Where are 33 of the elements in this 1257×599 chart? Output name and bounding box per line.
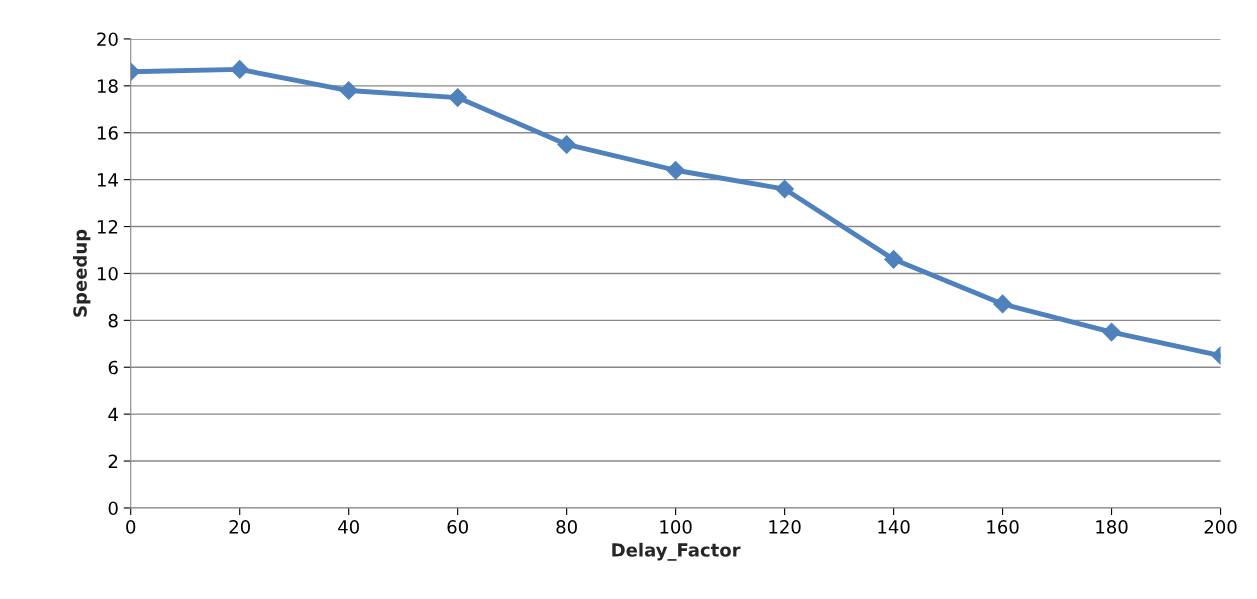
point <box>1102 322 1121 342</box>
y-tick-label: 12 <box>97 220 118 234</box>
y-tick-label: 16 <box>97 126 118 140</box>
x-tick-label: 200 <box>1204 520 1237 534</box>
point <box>557 135 577 154</box>
x-tick-label: 0 <box>126 520 136 534</box>
y-tick-label: 14 <box>97 173 118 187</box>
point <box>230 60 250 79</box>
point <box>448 88 468 107</box>
y-tick-label: 10 <box>97 266 118 281</box>
y-axis-title: Speedup <box>72 229 91 317</box>
point <box>993 294 1012 314</box>
y-tick-label: 0 <box>108 501 118 516</box>
point <box>775 179 794 199</box>
point <box>666 160 685 180</box>
y-tick-label: 4 <box>108 407 118 422</box>
x-tick-label: 20 <box>229 520 250 534</box>
y-tick-label: 8 <box>108 313 118 328</box>
point <box>884 250 903 269</box>
x-tick-label: 60 <box>447 520 468 534</box>
x-axis-title: Delay_Factor <box>612 542 741 561</box>
x-tick-label: 140 <box>878 520 910 534</box>
y-tick-label: 18 <box>97 79 118 93</box>
y-tick-label: 2 <box>108 454 118 468</box>
x-tick-label: 180 <box>1096 520 1128 534</box>
point <box>339 81 359 100</box>
x-tick-label: 40 <box>338 520 359 534</box>
x-tick-label: 100 <box>660 520 692 534</box>
x-tick-label: 160 <box>987 520 1019 534</box>
x-tick-label: 120 <box>769 520 801 534</box>
y-tick-label: 6 <box>108 360 118 375</box>
x-tick-label: 80 <box>556 520 577 534</box>
y-tick-label: 20 <box>97 32 118 47</box>
